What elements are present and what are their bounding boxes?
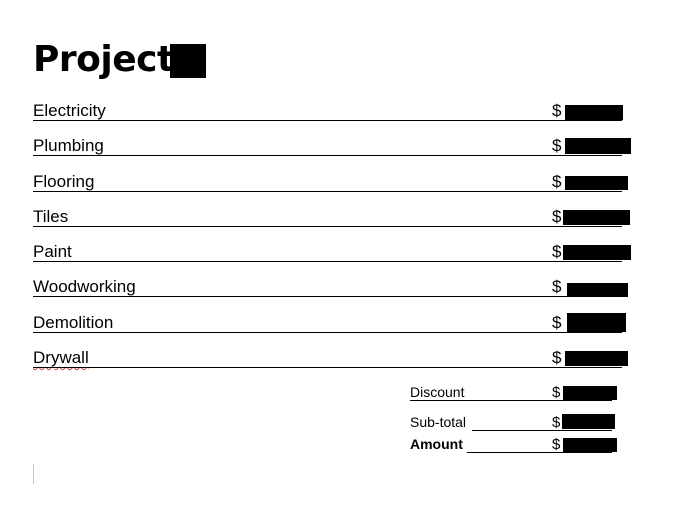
currency-symbol: $: [552, 313, 562, 332]
currency-symbol: $: [552, 436, 561, 453]
redacted-project-name: [170, 44, 206, 78]
line-item-rule: [33, 155, 622, 156]
currency-symbol: $: [552, 277, 562, 296]
redacted-amount: [563, 245, 631, 260]
line-item-rule: [33, 120, 622, 121]
line-item-label: Drywall: [33, 348, 89, 368]
currency-symbol: $: [552, 207, 562, 226]
currency-symbol: $: [552, 348, 562, 367]
spellcheck-word: Drywall: [33, 348, 89, 367]
subtotal-rule: [472, 430, 612, 431]
redacted-amount-total: [563, 438, 617, 452]
discount-rule: [410, 400, 612, 401]
line-item-rule: [33, 226, 622, 227]
redacted-amount: [567, 283, 628, 297]
redacted-amount: [563, 210, 630, 225]
currency-symbol: $: [552, 384, 561, 401]
currency-symbol: $: [552, 136, 562, 155]
line-item-label: Demolition: [33, 313, 114, 332]
currency-symbol: $: [552, 242, 562, 261]
line-item-label: Plumbing: [33, 136, 104, 155]
redacted-discount: [563, 386, 617, 400]
currency-symbol: $: [552, 414, 561, 431]
line-item-label: Electricity: [33, 101, 106, 120]
line-item-rule: [33, 191, 622, 192]
line-item-rule: [33, 296, 622, 297]
project-title: Project: [33, 39, 174, 80]
line-item-rule: [33, 332, 622, 333]
line-item-label: Woodworking: [33, 277, 136, 296]
currency-symbol: $: [552, 101, 562, 120]
redacted-amount: [565, 138, 631, 154]
subtotal-label: Sub-total: [410, 414, 467, 430]
redacted-amount: [565, 176, 628, 190]
line-item-label: Tiles: [33, 207, 69, 226]
currency-symbol: $: [552, 172, 562, 191]
discount-label: Discount: [410, 384, 465, 400]
line-item-label: Flooring: [33, 172, 95, 191]
text-cursor: [33, 464, 34, 484]
redacted-amount: [565, 105, 623, 120]
amount-rule: [467, 452, 612, 453]
line-item-rule: [33, 367, 622, 368]
redacted-amount: [565, 351, 628, 366]
line-item-rule: [33, 261, 622, 262]
amount-label: Amount: [410, 436, 463, 452]
redacted-amount: [567, 313, 626, 332]
redacted-subtotal: [562, 414, 615, 429]
line-item-label: Paint: [33, 242, 72, 261]
